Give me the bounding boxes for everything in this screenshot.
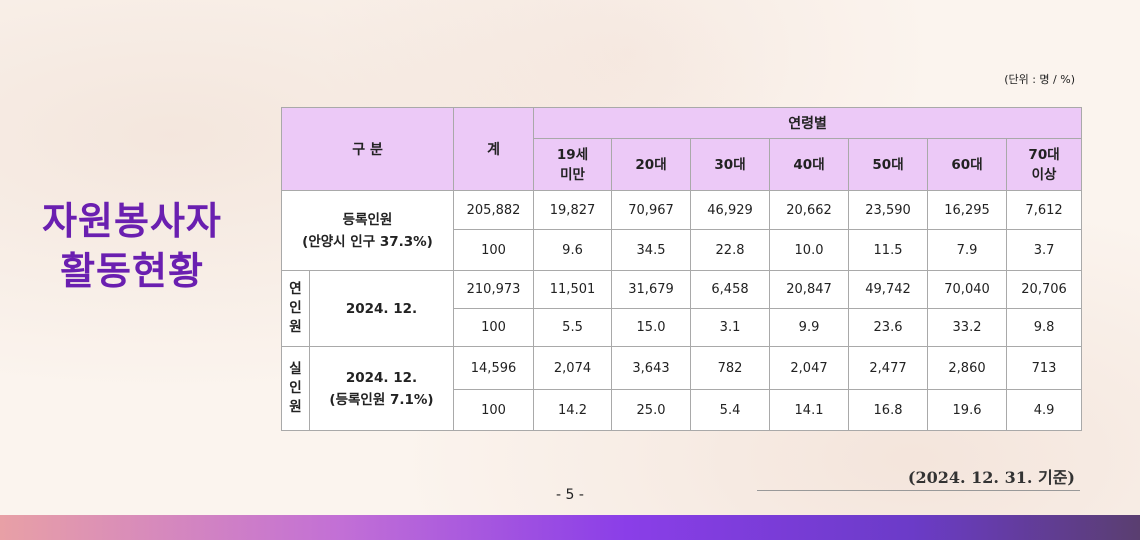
actual-period: 2024. 12. (등록인원 7.1%): [308, 346, 455, 431]
table-cell: 49,742: [848, 270, 929, 309]
vertical-label-char: 원: [289, 399, 302, 415]
basis-divider: [757, 490, 1080, 491]
table-cell: 22.8: [690, 229, 771, 271]
table-cell: 7.9: [927, 229, 1008, 271]
table-cell: 34.5: [611, 229, 692, 271]
table-cell: 20,662: [769, 190, 850, 230]
bottom-gradient-bar: [0, 515, 1140, 540]
table-cell: 2,074: [533, 346, 613, 390]
table-cell: 2,860: [927, 346, 1008, 390]
table-row-actual-count: 실 인 원 2024. 12. (등록인원 7.1%) 14,596 2,074…: [281, 346, 1083, 431]
table-cell: 33.2: [927, 308, 1008, 347]
table-cell: 782: [690, 346, 771, 390]
table-cell: 3.1: [690, 308, 771, 347]
table-cell: 10.0: [769, 229, 850, 271]
table-cell: 70,040: [927, 270, 1008, 309]
actual-period-note: (등록인원 7.1%): [329, 391, 434, 408]
cumulative-period: 2024. 12.: [308, 270, 455, 347]
table-cell: 15.0: [611, 308, 692, 347]
header-age-30s: 30대: [690, 138, 771, 191]
table-cell: 23.6: [848, 308, 929, 347]
table-cell: 19.6: [927, 389, 1008, 431]
table-cell: 31,679: [611, 270, 692, 309]
unit-note: (단위 : 명 / %): [1004, 73, 1075, 86]
age-label-line1: 50대: [872, 156, 904, 173]
table-row-cumulative-count: 연 인 원 2024. 12. 210,973 11,501 31,679 6,…: [281, 270, 1083, 347]
table-cell: 205,882: [453, 190, 535, 230]
age-label-line2: 이상: [1031, 166, 1057, 183]
table-cell: 46,929: [690, 190, 771, 230]
header-category: 구 분: [280, 107, 455, 191]
vertical-label-char: 원: [289, 319, 302, 335]
table-cell: 100: [453, 389, 535, 431]
age-label-line1: 40대: [793, 156, 825, 173]
table-cell: 5.4: [690, 389, 771, 431]
header-age-60s: 60대: [927, 138, 1008, 191]
table-cell: 5.5: [533, 308, 613, 347]
table-cell: 100: [453, 229, 535, 271]
table-cell: 16.8: [848, 389, 929, 431]
slide-title-line1: 자원봉사자: [42, 199, 222, 243]
table-cell: 9.8: [1006, 308, 1083, 347]
header-age-group: 연령별: [533, 107, 1083, 139]
row-label-registered: 등록인원 (안양시 인구 37.3%): [280, 190, 455, 271]
header-total: 계: [453, 107, 535, 191]
age-label-line2: 미만: [560, 166, 585, 183]
table-row-registered-count: 등록인원 (안양시 인구 37.3%) 205,882 19,827 70,96…: [280, 190, 1083, 271]
table-cell: 20,706: [1006, 270, 1083, 309]
vertical-label-char: 실: [289, 361, 302, 377]
age-label-line1: 19세: [556, 146, 589, 163]
table-cell: 23,590: [848, 190, 929, 230]
vertical-label-char: 인: [289, 300, 302, 316]
table-cell: 19,827: [533, 190, 613, 230]
table-cell: 20,847: [769, 270, 850, 309]
vertical-label-char: 연: [289, 281, 302, 297]
table-row-actual-percent: 100 14.2 25.0 5.4 14.1 16.8 19.6 4.9: [282, 389, 1083, 431]
table-row-registered-percent: 100 9.6 34.5 22.8 10.0 11.5 7.9 3.7: [282, 229, 1083, 271]
table-cell: 70,967: [611, 190, 692, 230]
vertical-label-char: 인: [289, 380, 302, 396]
header-age-20s: 20대: [611, 138, 692, 191]
page-number: - 5 -: [556, 487, 584, 503]
table-cell: 11.5: [848, 229, 929, 271]
age-label-line1: 60대: [951, 156, 983, 173]
age-label-line1: 70대: [1028, 146, 1060, 163]
table-cell: 100: [453, 308, 535, 347]
table-cell: 6,458: [690, 270, 771, 309]
registered-label: 등록인원: [342, 211, 393, 228]
age-label-line1: 30대: [714, 156, 746, 173]
table-cell: 713: [1006, 346, 1083, 390]
table-row-cumulative-percent: 100 5.5 15.0 3.1 9.9 23.6 33.2 9.8: [282, 308, 1083, 347]
table-cell: 2,477: [848, 346, 929, 390]
age-label-line1: 20대: [635, 156, 667, 173]
slide-title: 자원봉사자 활동현황: [22, 196, 242, 296]
table-cell: 9.9: [769, 308, 850, 347]
slide-title-line2: 활동현황: [60, 249, 204, 293]
table-cell: 3.7: [1006, 229, 1083, 271]
table-cell: 2,047: [769, 346, 850, 390]
row-label-cumulative: 연 인 원: [281, 270, 310, 347]
header-age-50s: 50대: [848, 138, 929, 191]
table-cell: 9.6: [533, 229, 613, 271]
registered-population-note: (안양시 인구 37.3%): [302, 233, 433, 250]
header-row-1: 구 분 계 연령별: [280, 107, 1083, 191]
actual-period-date: 2024. 12.: [345, 369, 418, 386]
table-cell: 210,973: [453, 270, 535, 309]
table-cell: 7,612: [1006, 190, 1083, 230]
table-cell: 4.9: [1006, 389, 1083, 431]
table-cell: 14,596: [453, 346, 535, 390]
header-age-40s: 40대: [769, 138, 850, 191]
row-label-actual: 실 인 원: [281, 346, 310, 431]
table-cell: 14.2: [533, 389, 613, 431]
basis-date: (2024. 12. 31. 기준): [907, 468, 1075, 487]
table-cell: 3,643: [611, 346, 692, 390]
table-cell: 16,295: [927, 190, 1008, 230]
table-cell: 14.1: [769, 389, 850, 431]
table-cell: 11,501: [533, 270, 613, 309]
table-cell: 25.0: [611, 389, 692, 431]
